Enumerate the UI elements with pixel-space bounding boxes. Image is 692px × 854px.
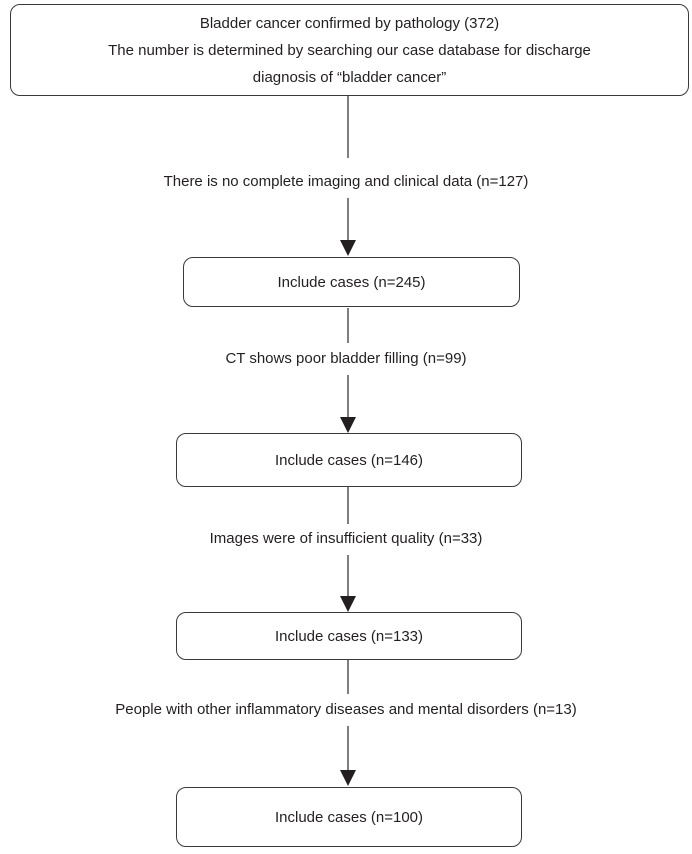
arrowhead-down-icon xyxy=(340,240,356,256)
box-include-cases-1: Include cases (n=245) xyxy=(183,257,520,307)
box-initial-cohort: Bladder cancer confirmed by pathology (3… xyxy=(10,4,689,96)
box-include-cases-1-text: Include cases (n=245) xyxy=(277,273,426,291)
box-initial-cohort-line-1: Bladder cancer confirmed by pathology (3… xyxy=(199,14,500,32)
arrowhead-down-icon xyxy=(340,596,356,612)
box-include-cases-4: Include cases (n=100) xyxy=(176,787,522,847)
box-include-cases-2: Include cases (n=146) xyxy=(176,433,522,487)
box-initial-cohort-line-2: The number is determined by searching ou… xyxy=(108,41,591,59)
arrowhead-down-icon xyxy=(340,770,356,786)
box-include-cases-4-text: Include cases (n=100) xyxy=(274,808,423,826)
arrowhead-down-icon xyxy=(340,417,356,433)
box-include-cases-2-text: Include cases (n=146) xyxy=(274,451,423,469)
box-include-cases-3-text: Include cases (n=133) xyxy=(274,627,423,645)
exclusion-label-4: People with other inflammatory diseases … xyxy=(115,701,577,718)
exclusion-label-2: CT shows poor bladder filling (n=99) xyxy=(225,350,467,367)
box-include-cases-3: Include cases (n=133) xyxy=(176,612,522,660)
box-initial-cohort-line-3: diagnosis of “bladder cancer” xyxy=(252,68,447,86)
exclusion-label-3: Images were of insufficient quality (n=3… xyxy=(209,530,483,547)
exclusion-label-1: There is no complete imaging and clinica… xyxy=(163,173,529,190)
